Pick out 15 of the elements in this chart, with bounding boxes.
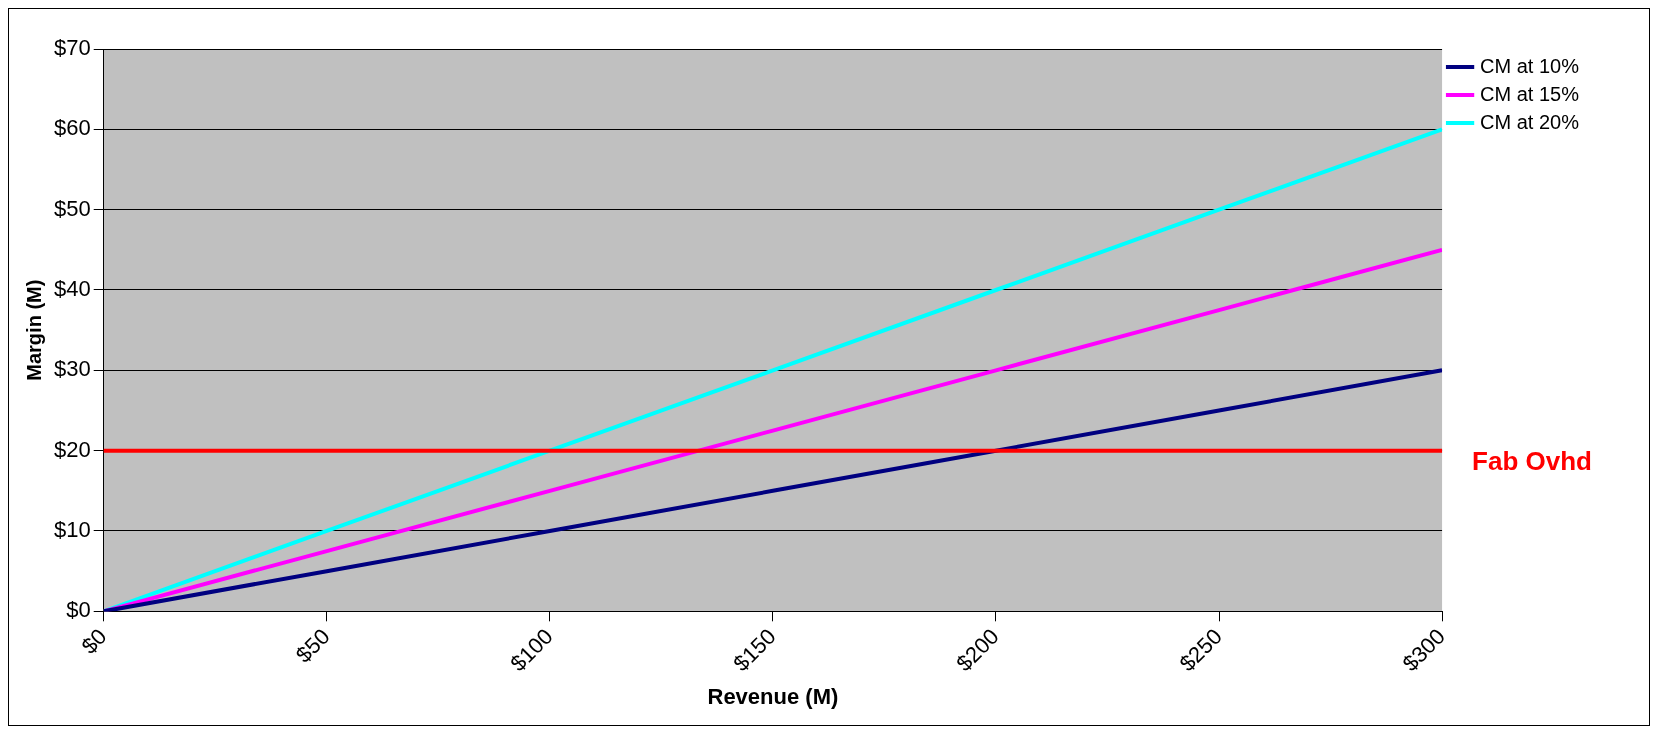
y-tick-label: $0 [66,597,91,623]
y-axis-title: Margin (M) [22,279,45,381]
legend-label: CM at 20% [1480,110,1580,133]
legend-label: CM at 10% [1480,54,1580,77]
y-tick-label: $40 [53,276,91,302]
ref-line-label: Fab Ovhd [1472,445,1592,476]
y-tick-label: $30 [53,356,91,382]
x-axis-title: Revenue (M) [707,683,839,709]
y-tick-label: $50 [53,195,91,221]
y-tick-label: $60 [53,115,91,141]
legend-label: CM at 15% [1480,82,1580,105]
y-tick-label: $10 [53,517,91,543]
x-tick-label: $50 [290,623,335,668]
y-tick-label: $70 [53,35,91,61]
y-tick-label: $20 [53,436,91,462]
